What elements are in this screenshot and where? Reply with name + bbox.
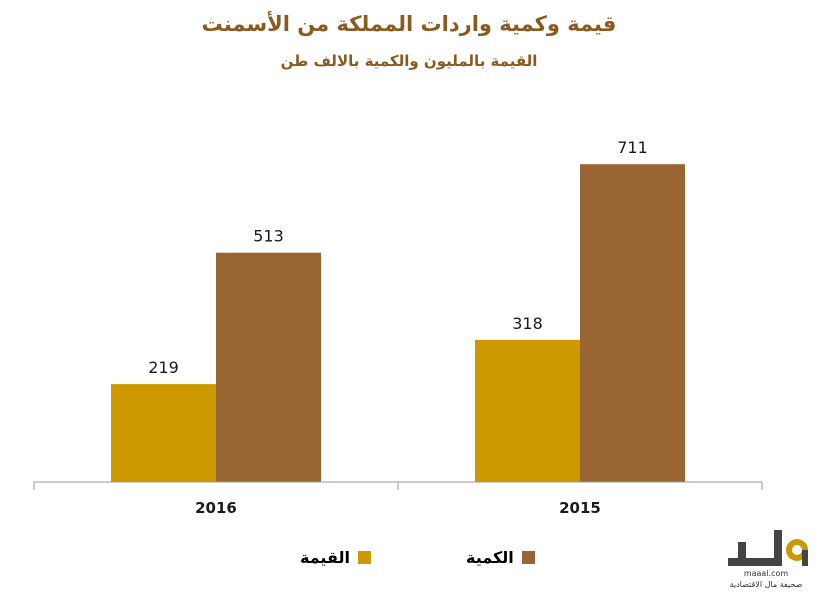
bar-quantity-2016 [216,252,321,482]
chart-subtitle: القيمة بالمليون والكمية بالالف طن [280,52,538,70]
legend-swatch-value [357,550,371,564]
legend-item-quantity: الكمية [466,546,535,568]
legend-label-value: القيمة [300,547,350,567]
data-label-value-2016: 219 [148,358,179,377]
legend-swatch-quantity [521,550,535,564]
bar-value-2015 [475,339,580,482]
bar-quantity-2015 [580,164,685,483]
legend-item-value: القيمة [300,546,371,568]
bar-value-2016 [111,384,216,482]
chart-title: قيمة وكمية واردات المملكة من الأسمنت [201,12,617,36]
maaal-logo: maaal.com صحيفة مال الاقتصادية [722,520,812,590]
data-label-quantity-2016: 513 [253,227,284,246]
data-label-quantity-2015: 711 [617,138,648,157]
logo-site: maaal.com [744,569,789,578]
logo-mark: maaal.com صحيفة مال الاقتصادية [728,530,808,589]
x-tick-label-2015: 2015 [559,499,601,517]
legend-label-quantity: الكمية [466,547,514,567]
logo-tagline: صحيفة مال الاقتصادية [730,580,803,589]
data-label-value-2015: 318 [512,314,543,333]
x-tick-label-2016: 2016 [195,499,237,517]
